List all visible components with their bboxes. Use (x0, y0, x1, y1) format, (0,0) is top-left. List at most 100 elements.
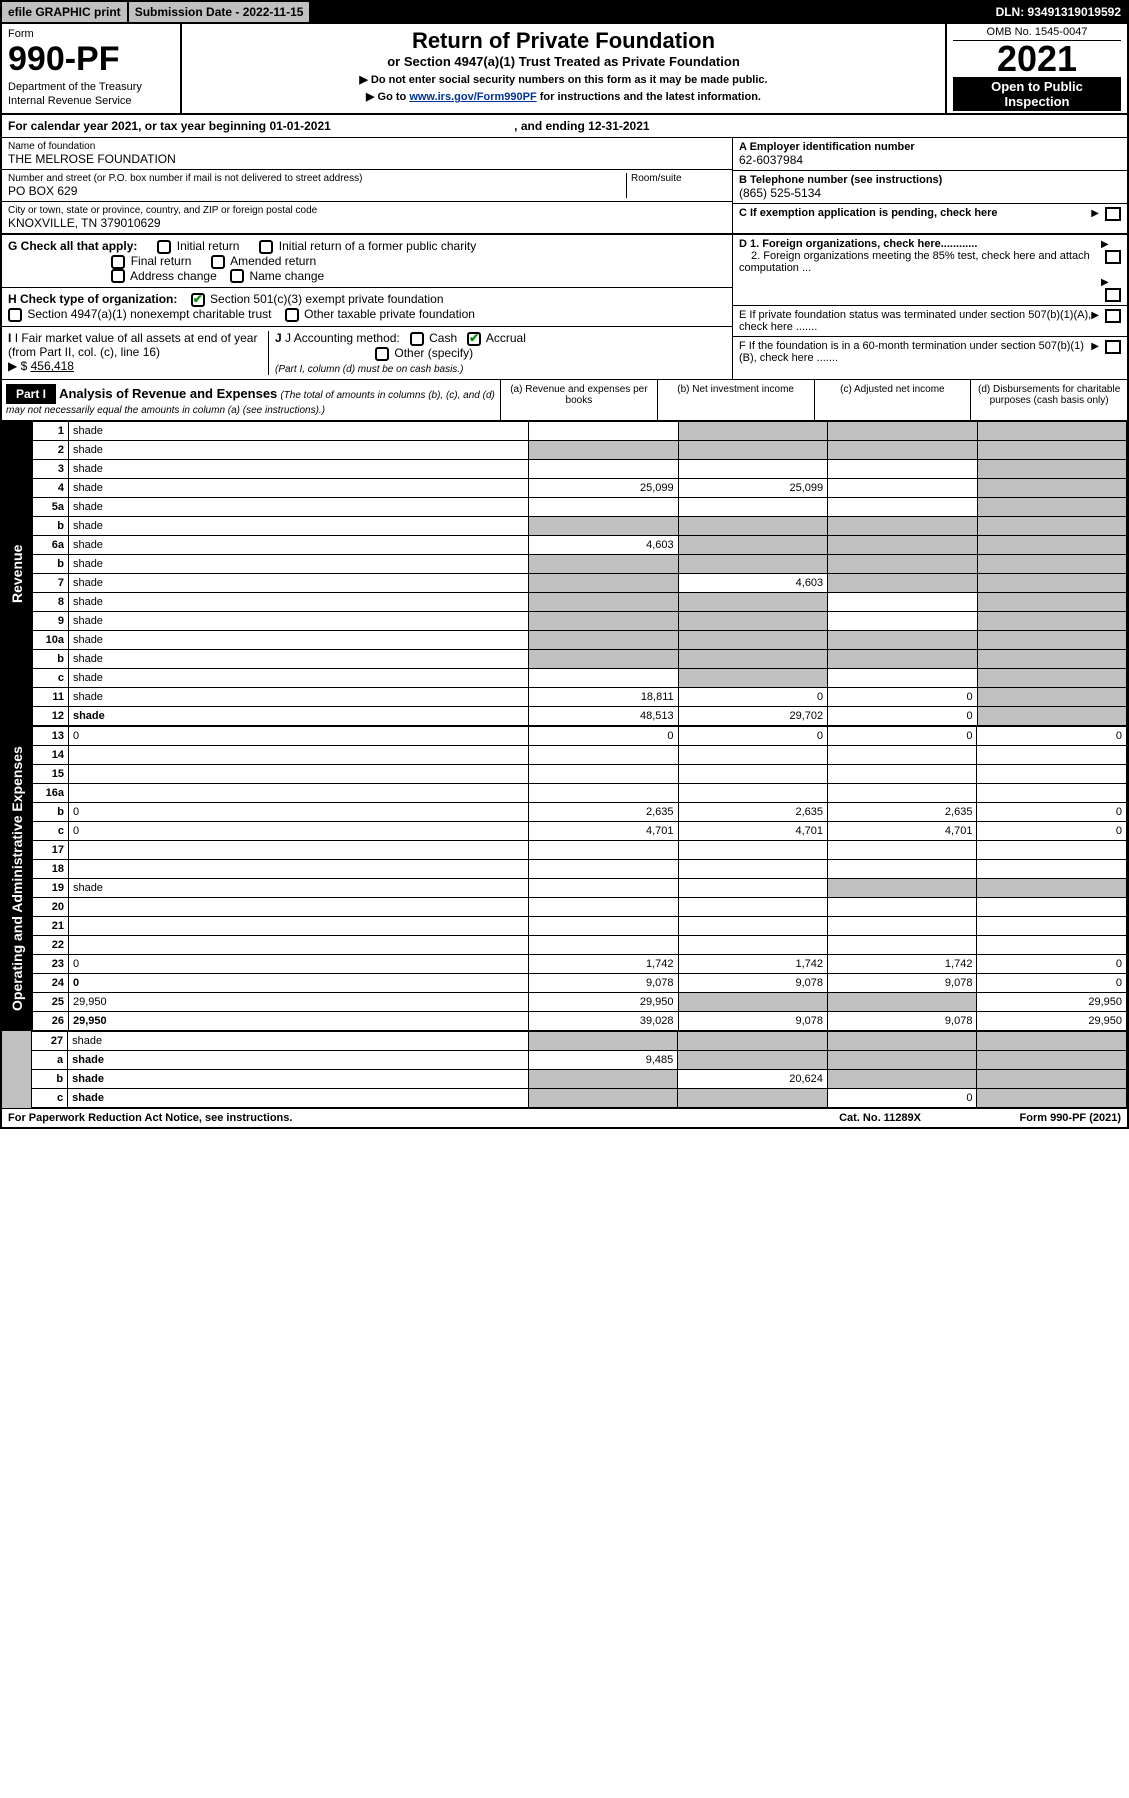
cell-amount (678, 459, 828, 478)
cell-amount (678, 859, 827, 878)
line-description: shade (68, 878, 528, 897)
line-number: c (33, 668, 69, 687)
cell-amount (977, 840, 1127, 859)
line-number: c (32, 1088, 68, 1107)
cell-shaded (529, 630, 679, 649)
cell-amount (827, 897, 976, 916)
table-row: 2shade (33, 440, 1127, 459)
fmv-value: 456,418 (31, 359, 74, 373)
cell-amount (678, 840, 827, 859)
cell-shaded (528, 1031, 678, 1050)
cell-amount: 1,742 (529, 954, 679, 973)
cell-amount (678, 935, 827, 954)
checkbox-other-taxable[interactable] (285, 308, 299, 322)
line-number: 27 (32, 1031, 68, 1050)
cell-amount (529, 935, 679, 954)
form-label: Form (8, 28, 174, 40)
table-row: 12shade48,51329,7020 (33, 706, 1127, 725)
cell-amount: 4,603 (678, 573, 828, 592)
line-description: shade (68, 478, 528, 497)
checkbox-address-change[interactable] (111, 269, 125, 283)
table-row: 11shade18,81100 (33, 687, 1127, 706)
checkbox-501c3[interactable] (191, 293, 205, 307)
cell-shaded (828, 535, 977, 554)
cell-shaded (678, 992, 827, 1011)
checkbox-4947a1[interactable] (8, 308, 22, 322)
checkbox-final-return[interactable] (111, 255, 125, 269)
checkbox-d2[interactable] (1105, 288, 1121, 302)
cell-amount (827, 783, 976, 802)
cell-amount (977, 745, 1127, 764)
cell-shaded (977, 1031, 1127, 1050)
line-number: 3 (33, 459, 69, 478)
cell-amount: 9,078 (827, 973, 976, 992)
cell-shaded (529, 554, 679, 573)
checkbox-initial-return[interactable] (157, 240, 171, 254)
cell-shaded (828, 554, 977, 573)
address-cell: Number and street (or P.O. box number if… (2, 170, 732, 202)
checkbox-d1[interactable] (1105, 250, 1121, 264)
table-row: 7shade4,603 (33, 573, 1127, 592)
checkbox-initial-former[interactable] (259, 240, 273, 254)
exemption-pending-cell: C If exemption application is pending, c… (733, 204, 1127, 224)
cell-amount: 18,811 (529, 687, 679, 706)
cell-shaded (828, 630, 977, 649)
table-row: bshade (33, 516, 1127, 535)
line-number: a (32, 1050, 68, 1069)
line-number: b (32, 1069, 68, 1088)
phone-cell: B Telephone number (see instructions) (8… (733, 171, 1127, 204)
cell-shaded (678, 1031, 828, 1050)
table-row: ashade9,485 (32, 1050, 1127, 1069)
table-row: 5ashade (33, 497, 1127, 516)
checkbox-cash[interactable] (410, 332, 424, 346)
checkbox-c[interactable] (1105, 207, 1121, 221)
open-public-inspection: Open to Public Inspection (953, 77, 1121, 111)
table-row: 1shade (33, 421, 1127, 440)
cell-amount (529, 421, 679, 440)
expenses-table: 1300000141516ab02,6352,6352,6350c04,7014… (32, 726, 1127, 1031)
cell-shaded (678, 630, 828, 649)
cell-shaded (528, 1069, 678, 1088)
cell-amount (977, 783, 1127, 802)
table-row: 10ashade (33, 630, 1127, 649)
cell-amount (977, 916, 1127, 935)
page-footer: For Paperwork Reduction Act Notice, see … (2, 1108, 1127, 1127)
cell-amount: 9,078 (529, 973, 679, 992)
table-row: bshade (33, 649, 1127, 668)
line-description: 0 (68, 802, 528, 821)
checkbox-other-method[interactable] (375, 347, 389, 361)
line-number: b (33, 802, 69, 821)
checkbox-e[interactable] (1105, 309, 1121, 323)
line-number: 23 (33, 954, 69, 973)
cell-amount: 48,513 (529, 706, 679, 725)
cell-shaded (977, 1050, 1127, 1069)
checkbox-name-change[interactable] (230, 269, 244, 283)
tax-year: 2021 (953, 41, 1121, 77)
table-row: 22 (33, 935, 1127, 954)
bottom-table: 27shadeashade9,485bshade20,624cshade0 (31, 1031, 1127, 1108)
cell-shaded (678, 1050, 828, 1069)
note-link-row: ▶ Go to www.irs.gov/Form990PF for instru… (188, 90, 939, 103)
line-number: 6a (33, 535, 69, 554)
line-number: 8 (33, 592, 69, 611)
note-post: for instructions and the latest informat… (537, 91, 761, 103)
line-description (68, 840, 528, 859)
entity-right: A Employer identification number 62-6037… (732, 138, 1127, 233)
line-description (68, 935, 528, 954)
checkbox-f[interactable] (1105, 340, 1121, 354)
checkbox-accrual[interactable] (467, 332, 481, 346)
line-number: 19 (33, 878, 69, 897)
table-row: 21 (33, 916, 1127, 935)
cell-shaded (977, 1088, 1127, 1107)
line-description (68, 745, 528, 764)
cell-amount: 9,078 (678, 973, 827, 992)
line-description: shade (68, 1069, 529, 1088)
checkbox-amended[interactable] (211, 255, 225, 269)
cell-shaded (678, 592, 828, 611)
line-description: 0 (68, 973, 528, 992)
cell-amount: 4,701 (529, 821, 679, 840)
table-row: 2301,7421,7421,7420 (33, 954, 1127, 973)
g-checks: G Check all that apply: Initial return I… (2, 235, 732, 288)
instructions-link[interactable]: www.irs.gov/Form990PF (409, 91, 536, 103)
cell-shaded (828, 573, 977, 592)
